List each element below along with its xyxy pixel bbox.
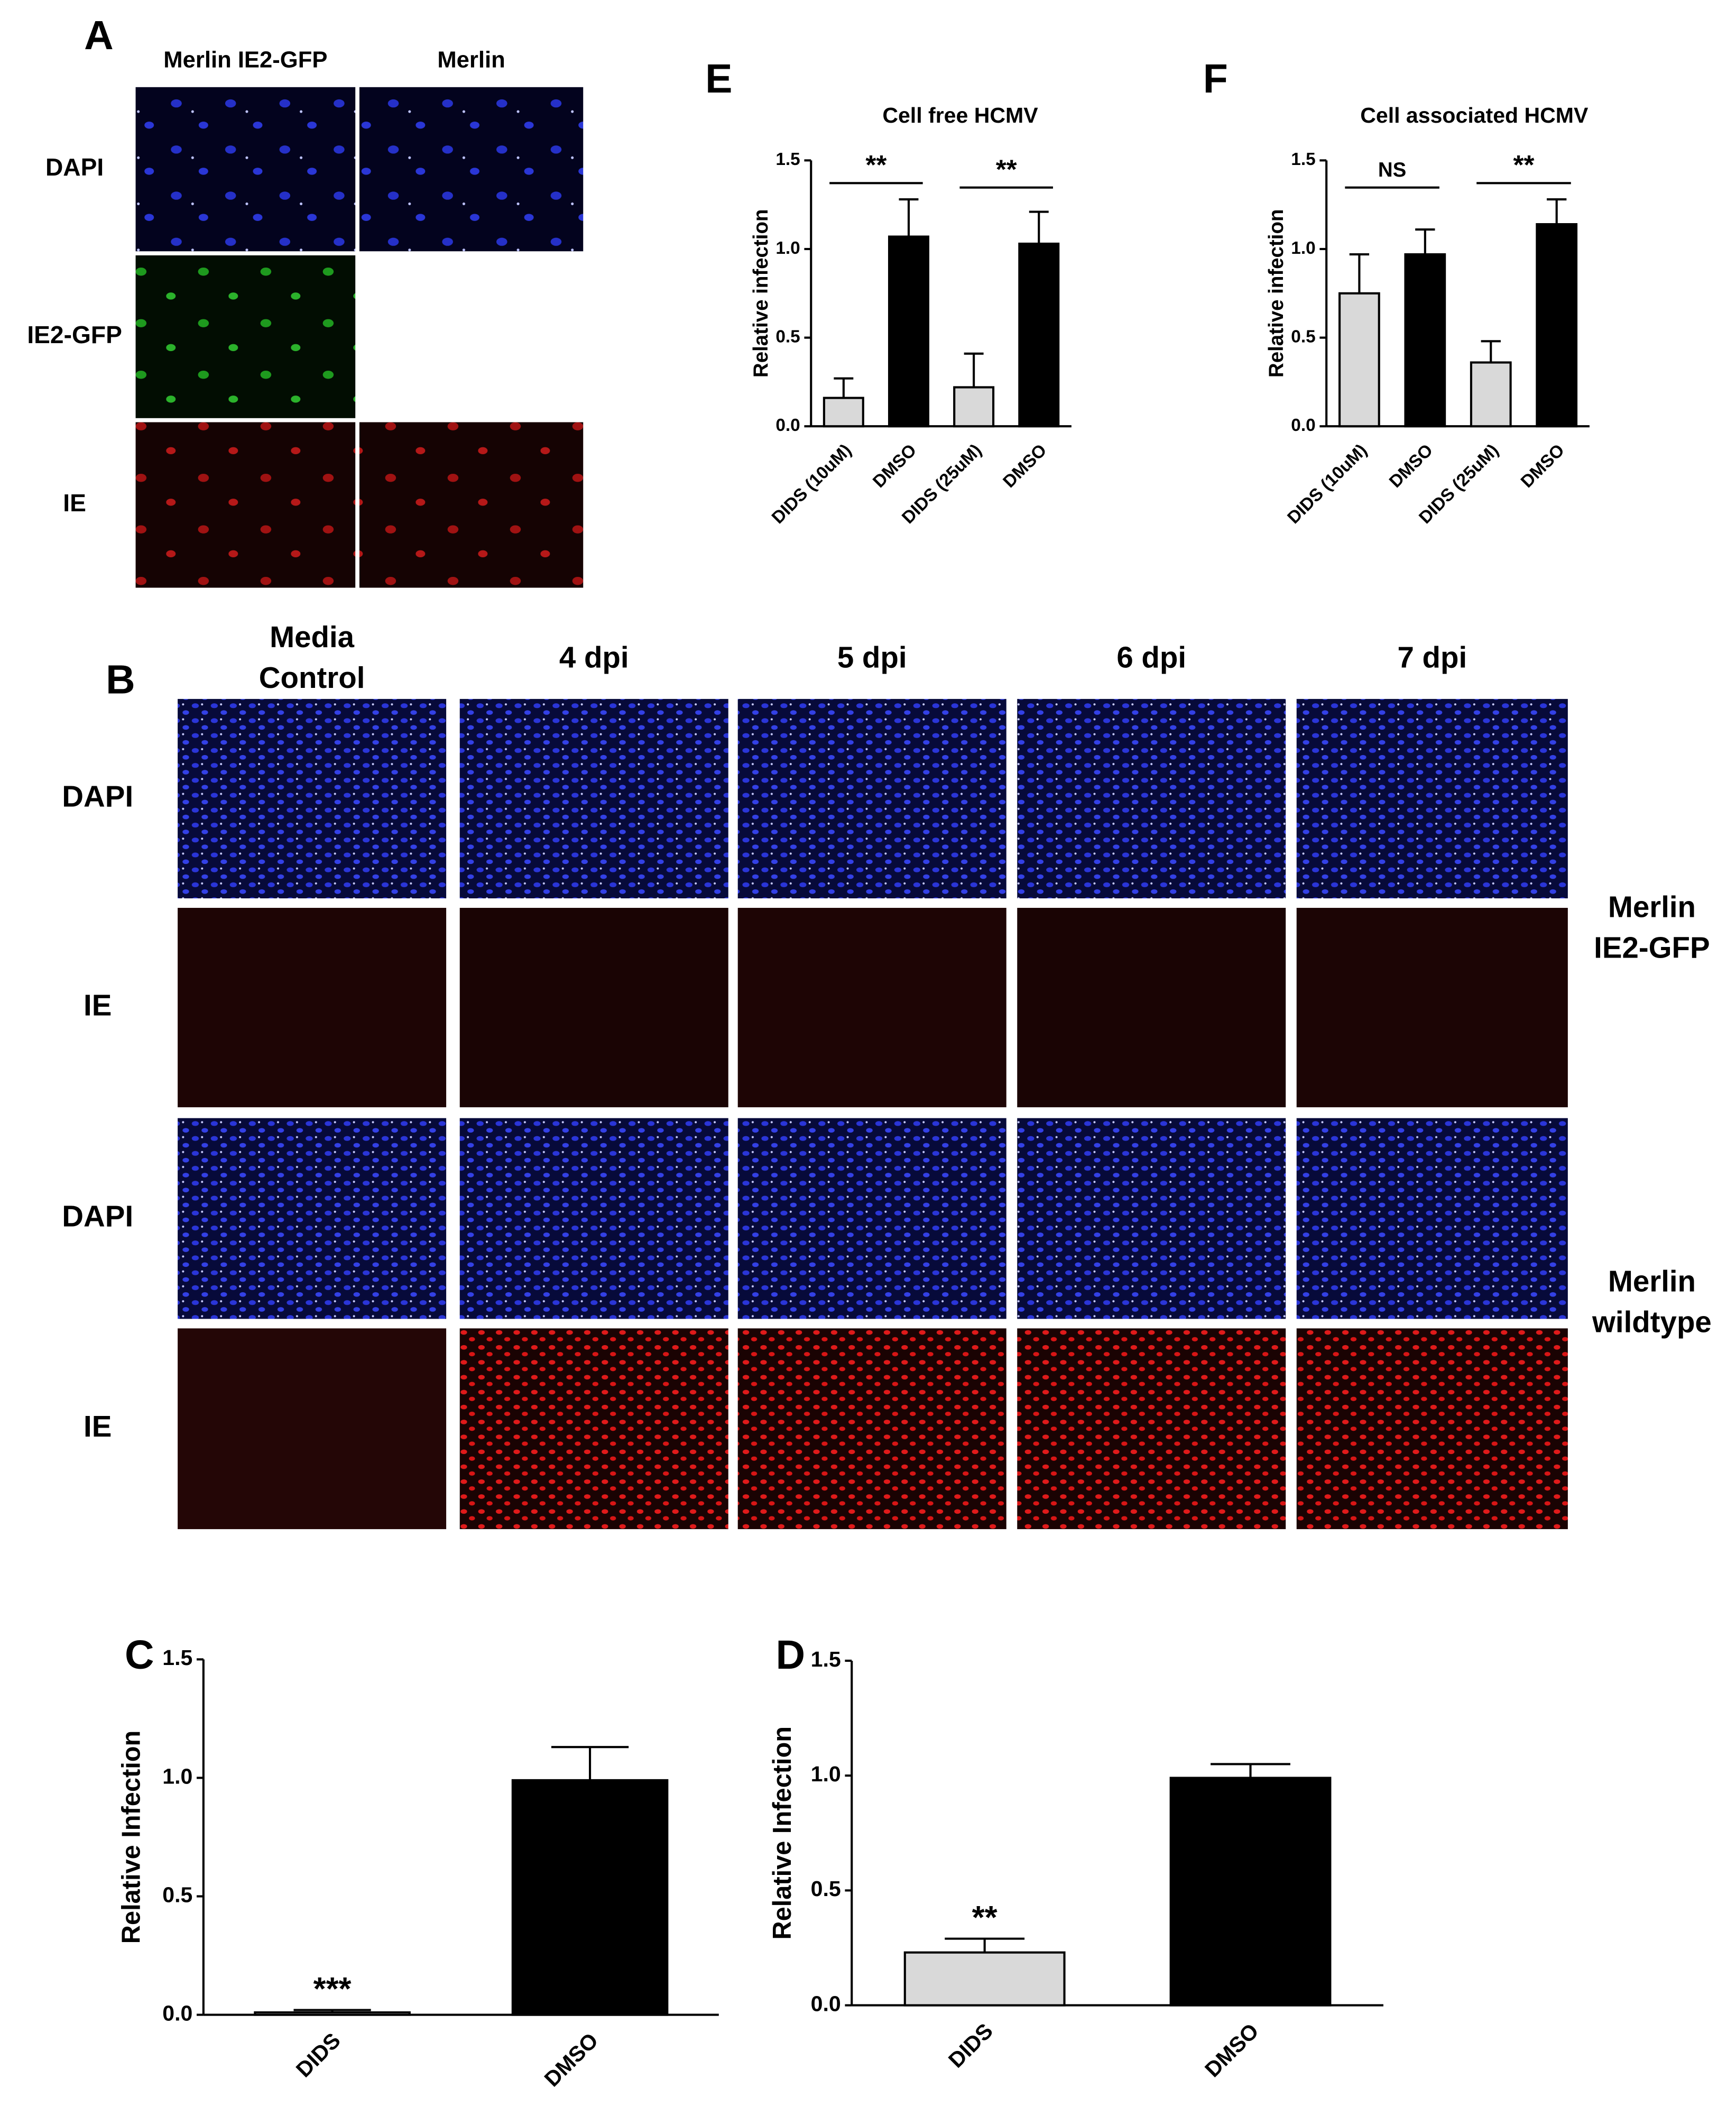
y-tick-label: 0.0: [1291, 416, 1315, 435]
row-label: DAPI: [62, 1199, 133, 1232]
chart-title: Cell free HCMV: [882, 103, 1038, 127]
significance: **: [972, 1899, 998, 1936]
group-label: Merlin wildtype: [1592, 1265, 1712, 1339]
row-label: IE2-GFP: [27, 321, 122, 348]
column-header: Merlin: [437, 48, 505, 73]
group-label: Merlin IE2-GFP: [1594, 890, 1710, 964]
significance: NS: [1378, 159, 1406, 181]
y-axis-label: Relative infection: [1265, 209, 1288, 378]
x-tick-label: DMSO: [1386, 440, 1437, 492]
y-tick-label: 0.5: [775, 327, 800, 346]
column-header: Media Control: [259, 620, 365, 694]
y-tick-label: 0.0: [162, 2001, 192, 2025]
column-header: 7 dpi: [1397, 640, 1467, 674]
micrograph: [459, 1328, 728, 1530]
bar: [953, 386, 995, 428]
bar: [823, 397, 864, 428]
y-tick-label: 0.0: [811, 1991, 841, 2016]
micrograph: [1017, 1118, 1286, 1319]
bar: [1018, 242, 1060, 428]
y-axis-label: Relative infection: [750, 209, 772, 378]
chart-title: Cell associated HCMV: [1360, 103, 1589, 127]
bar: [888, 235, 929, 428]
row-label: IE: [84, 988, 112, 1022]
bar: [1338, 292, 1380, 428]
y-tick-label: 1.5: [162, 1645, 192, 1670]
x-tick-label: DIDS (10uM): [1284, 440, 1371, 528]
micrograph: [737, 1118, 1006, 1319]
micrograph: [737, 698, 1006, 899]
bar: [1536, 223, 1578, 428]
y-tick-label: 0.5: [162, 1882, 192, 1907]
x-tick-label: DIDS: [944, 2019, 998, 2073]
significance: **: [996, 154, 1017, 184]
y-axis-label: Relative Infection: [768, 1726, 797, 1940]
y-tick-label: 1.5: [811, 1647, 841, 1671]
micrograph: [178, 698, 447, 899]
micrograph: [459, 698, 728, 899]
panel-label: F: [1203, 56, 1228, 102]
x-tick-label: DMSO: [1517, 440, 1568, 492]
bar: [903, 1951, 1066, 2007]
y-tick-label: 0.0: [775, 416, 800, 435]
micrograph: [135, 255, 356, 418]
micrograph: [1017, 698, 1286, 899]
micrograph: [135, 87, 356, 252]
x-tick-label: DMSO: [1200, 2019, 1263, 2082]
y-tick-label: 1.0: [1291, 238, 1315, 258]
bar: [1169, 1777, 1332, 2007]
micrograph: [737, 1328, 1006, 1530]
x-tick-label: DMSO: [1000, 440, 1051, 492]
x-tick-label: DIDS (10uM): [768, 440, 855, 528]
micrograph: [135, 422, 356, 588]
panel-label: E: [705, 56, 732, 102]
micrograph: [178, 908, 447, 1108]
panel-label: D: [776, 1632, 806, 1678]
row-label: DAPI: [45, 153, 104, 181]
micrograph: [737, 908, 1006, 1108]
micrograph: [359, 87, 584, 252]
panel-label: A: [84, 13, 114, 58]
y-tick-label: 1.0: [775, 238, 800, 258]
micrograph: [1017, 908, 1286, 1108]
column-header: 5 dpi: [837, 640, 907, 674]
y-tick-label: 1.5: [775, 150, 800, 169]
micrograph: [1296, 1118, 1568, 1319]
significance: **: [865, 150, 887, 180]
panel-label: C: [125, 1632, 154, 1678]
y-axis-label: Relative Infection: [117, 1731, 145, 1944]
micrograph: [1017, 1328, 1286, 1530]
micrograph: [359, 422, 584, 588]
micrograph: [459, 1118, 728, 1319]
significance: ***: [313, 1971, 352, 2007]
row-label: DAPI: [62, 779, 133, 813]
micrograph: [178, 1118, 447, 1319]
row-label: IE: [63, 489, 86, 517]
y-tick-label: 1.5: [1291, 150, 1315, 169]
significance: **: [1513, 150, 1535, 180]
bar: [254, 2011, 411, 2016]
bar: [1404, 253, 1446, 428]
y-tick-label: 0.5: [811, 1876, 841, 1901]
x-tick-label: DMSO: [869, 440, 920, 492]
column-header: 4 dpi: [559, 640, 629, 674]
column-header: 6 dpi: [1116, 640, 1186, 674]
micrograph: [1296, 1328, 1568, 1530]
y-tick-label: 0.5: [1291, 327, 1315, 346]
bar: [511, 1779, 669, 2016]
panel-label: B: [106, 657, 135, 702]
column-header: Merlin IE2-GFP: [163, 48, 327, 73]
micrograph: [1296, 908, 1568, 1108]
micrograph: [459, 908, 728, 1108]
x-tick-label: DMSO: [540, 2028, 603, 2092]
row-label: IE: [84, 1410, 112, 1443]
x-tick-label: DIDS: [291, 2028, 345, 2082]
y-tick-label: 1.0: [162, 1764, 192, 1788]
micrograph: [1296, 698, 1568, 899]
micrograph: [178, 1328, 447, 1530]
bar: [1470, 361, 1512, 428]
y-tick-label: 1.0: [811, 1762, 841, 1786]
